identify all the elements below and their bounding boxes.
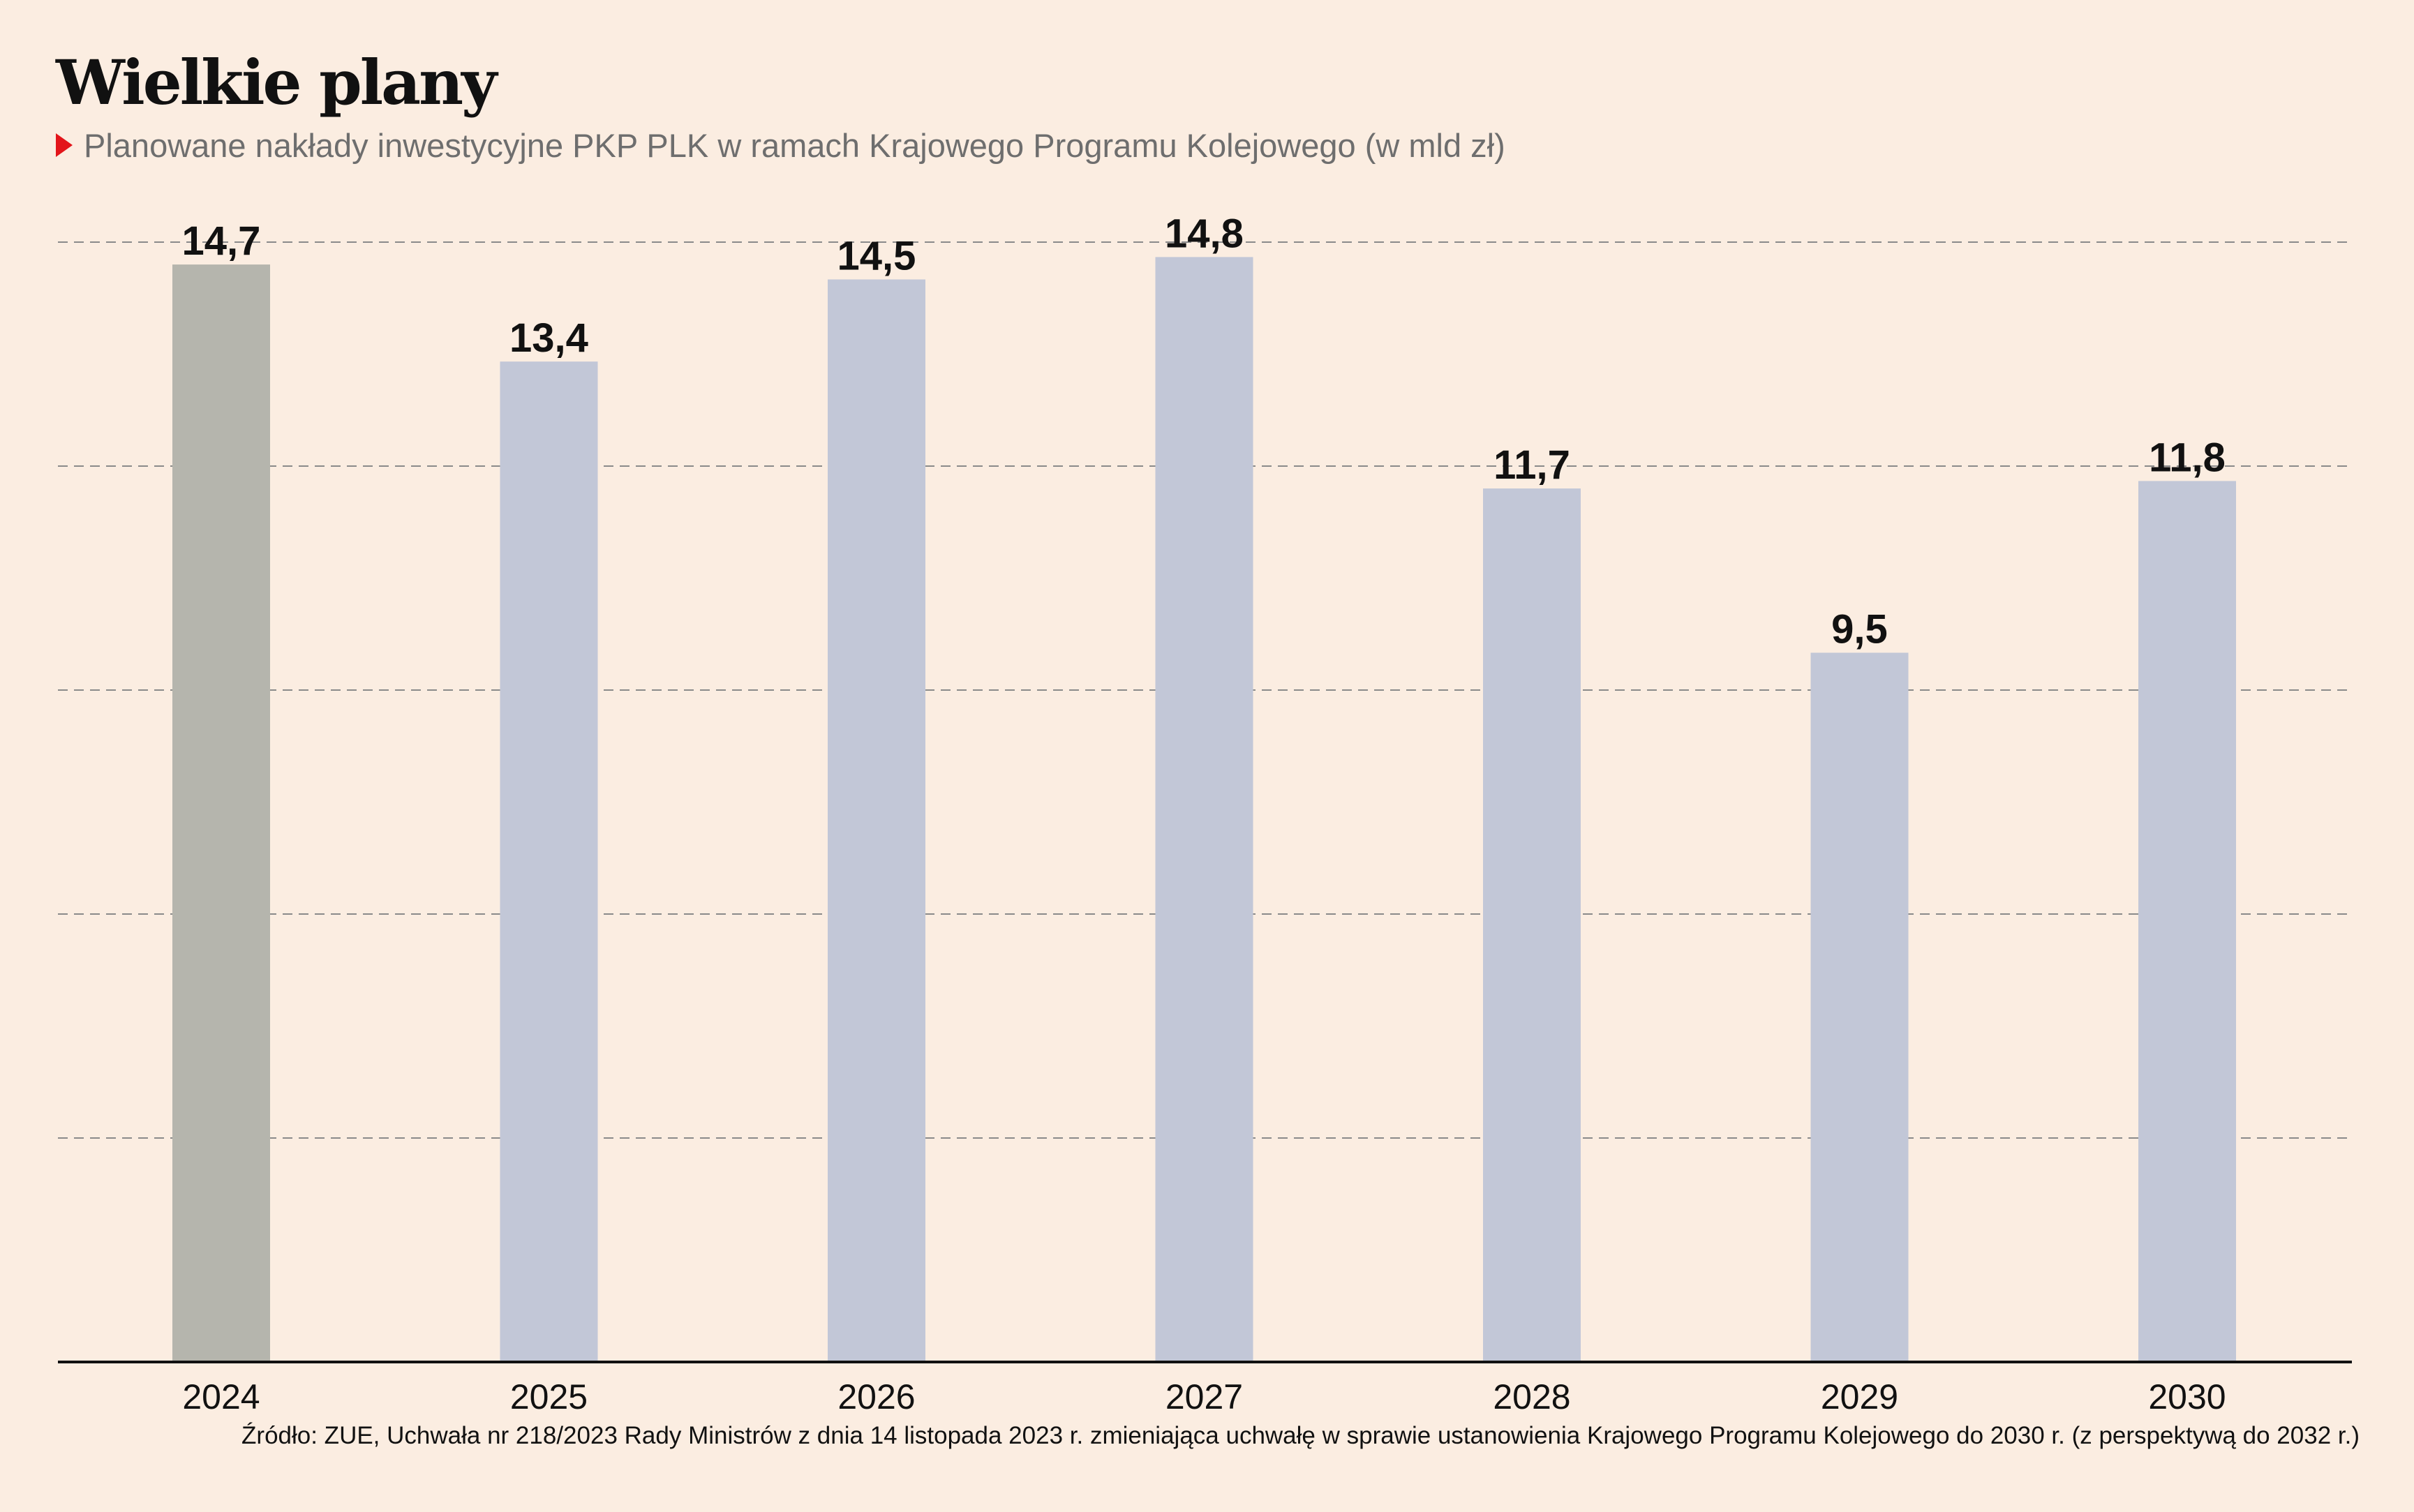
bar-2028 — [1483, 488, 1581, 1362]
subtitle-row: Planowane nakłady inwestycyjne PKP PLK w… — [56, 124, 1505, 166]
value-label-2025: 13,4 — [509, 315, 588, 361]
value-label-2030: 11,8 — [2149, 435, 2226, 480]
chart-subtitle: Planowane nakłady inwestycyjne PKP PLK w… — [84, 126, 1505, 164]
value-label-2028: 11,7 — [1493, 442, 1570, 488]
value-label-2024: 14,7 — [182, 218, 261, 264]
triangle-marker-icon — [56, 133, 73, 157]
x-axis-ticks: 2024 2025 2026 2027 2028 2029 2030 — [182, 1377, 2226, 1416]
x-tick-label-2030: 2030 — [2148, 1377, 2226, 1416]
bars — [172, 257, 2236, 1363]
x-tick-label-2029: 2029 — [1821, 1377, 1898, 1416]
value-label-2029: 9,5 — [1831, 607, 1888, 652]
bar-2030 — [2138, 481, 2236, 1362]
x-tick-label-2024: 2024 — [182, 1377, 260, 1416]
x-tick-label-2025: 2025 — [510, 1377, 588, 1416]
bar-2025 — [500, 361, 598, 1363]
x-tick-label-2026: 2026 — [837, 1377, 915, 1416]
value-label-2027: 14,8 — [1165, 211, 1244, 256]
chart-title: Wielkie plany — [56, 46, 497, 119]
bar-2029 — [1810, 652, 1909, 1362]
value-label-2026: 14,5 — [837, 234, 916, 279]
bar-2027 — [1155, 257, 1253, 1362]
value-labels: 14,7 13,4 14,5 14,8 11,7 9,5 11,8 — [182, 211, 2226, 652]
x-tick-label-2027: 2027 — [1165, 1377, 1243, 1416]
bar-2024 — [172, 264, 270, 1363]
bar-2026 — [828, 279, 925, 1362]
source-note: Źródło: ZUE, Uchwała nr 218/2023 Rady Mi… — [241, 1422, 2360, 1449]
x-tick-label-2028: 2028 — [1493, 1377, 1570, 1416]
